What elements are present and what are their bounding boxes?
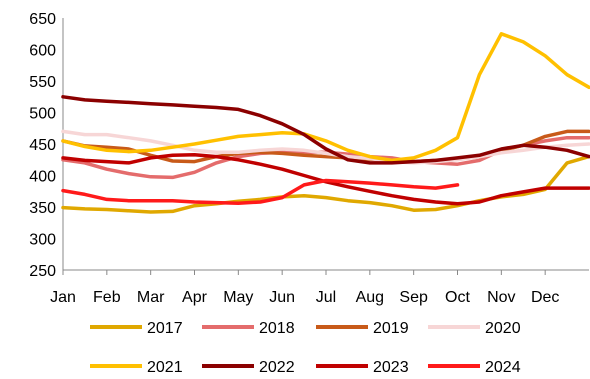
y-tick-label: 450 bbox=[29, 137, 56, 154]
legend-label: 2021 bbox=[147, 359, 183, 376]
series-line-2020 bbox=[61, 129, 590, 165]
legend-label: 2020 bbox=[485, 320, 521, 337]
legend-label: 2017 bbox=[147, 320, 183, 337]
x-tick-label: May bbox=[223, 289, 253, 306]
y-tick-label: 550 bbox=[29, 74, 56, 91]
series-line-2022 bbox=[61, 95, 590, 165]
x-axis: Jan Feb Mar Apr May Jun Jul Aug Sep Oct Nov Dec bbox=[50, 269, 589, 306]
legend-label: 2022 bbox=[259, 359, 295, 376]
x-tick-label: Sep bbox=[399, 289, 428, 306]
x-tick-label: Apr bbox=[182, 289, 208, 306]
y-tick-label: 300 bbox=[29, 232, 56, 249]
x-tick-label: Nov bbox=[487, 289, 515, 306]
series-lines bbox=[61, 32, 590, 214]
y-tick-label: 250 bbox=[29, 263, 56, 280]
legend: 2017 2018 2019 2020 2021 2022 2023 2024 bbox=[90, 320, 521, 376]
x-tick-label: Jun bbox=[269, 289, 295, 306]
legend-item-2020: 2020 bbox=[428, 320, 521, 337]
legend-label: 2018 bbox=[259, 320, 295, 337]
x-tick-label: Jan bbox=[50, 289, 76, 306]
legend-label: 2024 bbox=[485, 359, 521, 376]
x-tick-label: Mar bbox=[137, 289, 165, 306]
legend-item-2017: 2017 bbox=[90, 320, 183, 337]
series-line-2024 bbox=[61, 178, 460, 205]
y-tick-label: 650 bbox=[29, 11, 56, 28]
x-tick-label: Jul bbox=[316, 289, 336, 306]
x-tick-label: Oct bbox=[445, 289, 470, 306]
y-tick-label: 500 bbox=[29, 106, 56, 123]
series-line-2017 bbox=[61, 154, 590, 214]
legend-item-2021: 2021 bbox=[90, 359, 183, 376]
y-axis: 650 600 550 500 450 400 350 300 250 bbox=[29, 11, 64, 280]
legend-item-2024: 2024 bbox=[428, 359, 521, 376]
y-tick-label: 600 bbox=[29, 43, 56, 60]
legend-item-2019: 2019 bbox=[316, 320, 409, 337]
x-tick-label: Feb bbox=[93, 289, 121, 306]
x-tick-label: Aug bbox=[356, 289, 384, 306]
series-line-2021 bbox=[61, 32, 590, 163]
x-tick-label: Dec bbox=[531, 289, 559, 306]
legend-label: 2023 bbox=[373, 359, 409, 376]
legend-label: 2019 bbox=[373, 320, 409, 337]
legend-item-2023: 2023 bbox=[316, 359, 409, 376]
legend-item-2018: 2018 bbox=[202, 320, 295, 337]
legend-item-2022: 2022 bbox=[202, 359, 295, 376]
y-tick-label: 400 bbox=[29, 169, 56, 186]
y-tick-label: 350 bbox=[29, 200, 56, 217]
